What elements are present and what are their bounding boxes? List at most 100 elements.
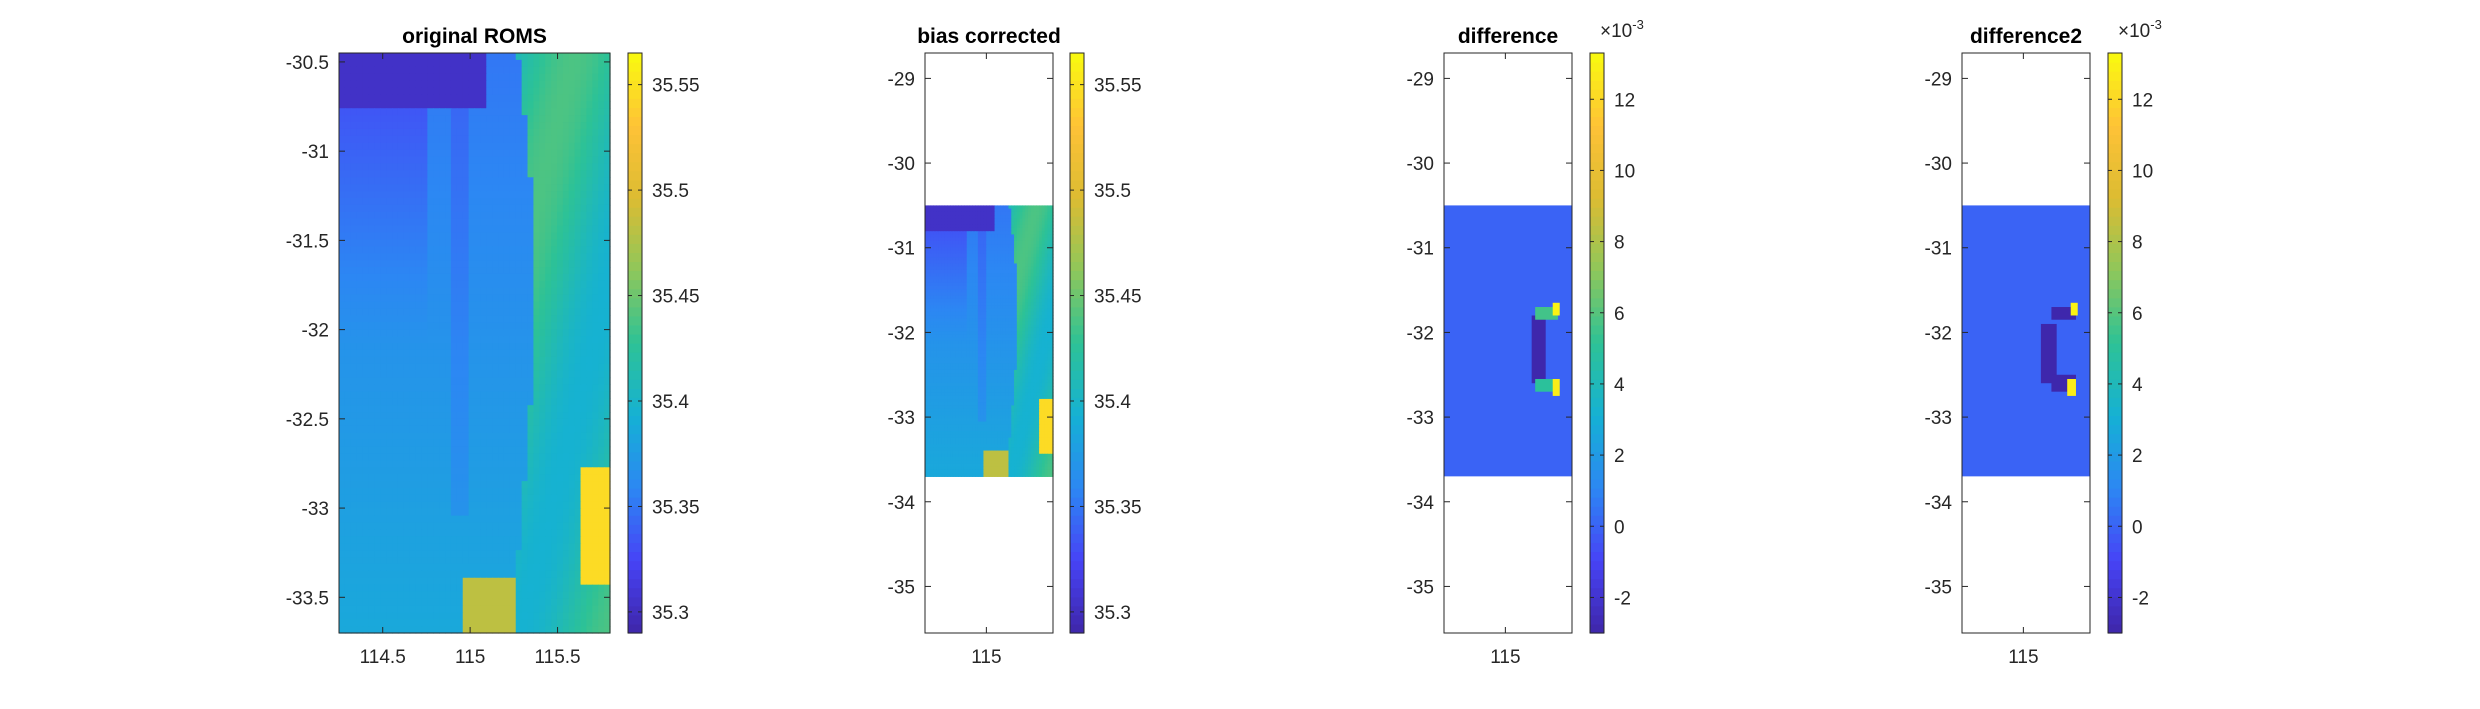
heatmap-cell	[368, 474, 375, 482]
heatmap-cell	[556, 412, 564, 420]
heatmap-cell	[480, 522, 487, 531]
heatmap-cell	[994, 237, 998, 242]
heatmap-cell	[592, 439, 599, 448]
heatmap-cell	[421, 363, 428, 372]
heatmap-cell	[368, 170, 375, 178]
heatmap-cell	[580, 619, 588, 627]
heatmap-cell	[1022, 231, 1026, 236]
heatmap-cell	[539, 536, 546, 544]
heatmap-cell	[433, 66, 440, 75]
heatmap-cell	[433, 170, 440, 178]
heatmap-cell	[986, 224, 990, 229]
heatmap-cell	[368, 101, 375, 109]
heatmap-cell	[350, 204, 358, 213]
heatmap-cell	[409, 267, 417, 275]
heatmap-cell	[545, 101, 552, 109]
heatmap-cell	[580, 336, 588, 344]
heatmap-cell	[380, 619, 387, 627]
heatmap-cell	[415, 149, 423, 158]
heatmap-cell	[545, 191, 552, 199]
heatmap-cell	[509, 467, 517, 475]
heatmap-cell	[586, 626, 593, 634]
heatmap-cell	[604, 135, 611, 144]
heatmap-cell	[568, 94, 576, 102]
heatmap-cell	[972, 269, 976, 274]
heatmap-cell	[415, 508, 423, 517]
heatmap-field	[925, 205, 1054, 477]
heatmap-cell	[433, 543, 440, 551]
heatmap-cell	[403, 391, 411, 399]
heatmap-cell	[961, 234, 965, 239]
heatmap-cell	[551, 474, 558, 482]
heatmap-cell	[392, 294, 399, 303]
heatmap-cell	[545, 53, 552, 61]
heatmap-cell	[568, 135, 576, 144]
heatmap-cell	[509, 577, 517, 586]
heatmap-cell	[503, 570, 511, 579]
heatmap-cell	[961, 240, 965, 245]
heatmap-cell	[380, 591, 387, 600]
heatmap-cell	[403, 336, 411, 344]
heatmap-cell	[403, 563, 411, 572]
heatmap-cell	[350, 356, 358, 365]
heatmap-cell	[966, 253, 971, 258]
heatmap-cell	[498, 184, 505, 192]
heatmap-cell	[556, 619, 564, 627]
heatmap-cell	[941, 273, 946, 277]
heatmap-cell	[350, 115, 358, 123]
heatmap-cell	[527, 570, 535, 579]
heatmap-cell	[492, 156, 499, 165]
heatmap-cell	[936, 224, 940, 229]
heatmap-cell	[450, 246, 458, 254]
heatmap-cell	[991, 224, 996, 229]
heatmap-cell	[952, 240, 957, 245]
heatmap-cell	[392, 508, 399, 517]
heatmap-cell	[397, 156, 405, 165]
heatmap-cell	[486, 101, 493, 109]
heatmap-cell	[521, 170, 529, 178]
heatmap-cell	[356, 115, 364, 123]
heatmap-cell	[392, 501, 399, 510]
heatmap-cell	[415, 626, 423, 634]
heatmap-cell	[480, 626, 487, 634]
heatmap-cell	[551, 191, 558, 199]
heatmap-cell	[350, 177, 358, 185]
heatmap-cell	[1019, 257, 1023, 261]
heatmap-cell	[562, 191, 570, 199]
heatmap-cell	[468, 343, 476, 351]
heatmap-cell	[403, 515, 411, 524]
heatmap-cell	[445, 135, 452, 144]
heatmap-cell	[551, 149, 558, 158]
heatmap-cell	[551, 543, 558, 551]
heatmap-cell	[568, 577, 576, 586]
heatmap-cell	[492, 612, 499, 620]
heatmap-cell	[539, 370, 546, 379]
heatmap-cell	[362, 73, 370, 82]
heatmap-cell	[492, 211, 499, 220]
heatmap-cell	[604, 267, 611, 275]
heatmap-cell	[539, 232, 546, 241]
heatmap-cell	[350, 439, 358, 448]
heatmap-cell	[409, 184, 417, 192]
heatmap-cell	[562, 460, 570, 468]
heatmap-cell	[1050, 269, 1054, 274]
heatmap-cell	[586, 598, 593, 606]
heatmap-cell	[1019, 253, 1023, 258]
heatmap-cell	[958, 253, 962, 258]
heatmap-cell	[374, 253, 381, 261]
heatmap-cell	[344, 336, 352, 344]
heatmap-cell	[439, 184, 446, 192]
heatmap-cell	[474, 418, 481, 427]
heatmap-cell	[480, 260, 487, 268]
heatmap-cell	[1025, 273, 1029, 277]
heatmap-cell	[927, 253, 932, 258]
heatmap-cell	[445, 122, 452, 130]
heatmap-cell	[492, 280, 499, 289]
heatmap-cell	[947, 215, 951, 219]
heatmap-cell	[445, 177, 452, 185]
heatmap-cell	[938, 208, 943, 213]
heatmap-cell	[374, 577, 381, 586]
heatmap-cell	[503, 211, 511, 220]
heatmap-cell	[427, 536, 434, 544]
heatmap-cell	[568, 156, 576, 165]
